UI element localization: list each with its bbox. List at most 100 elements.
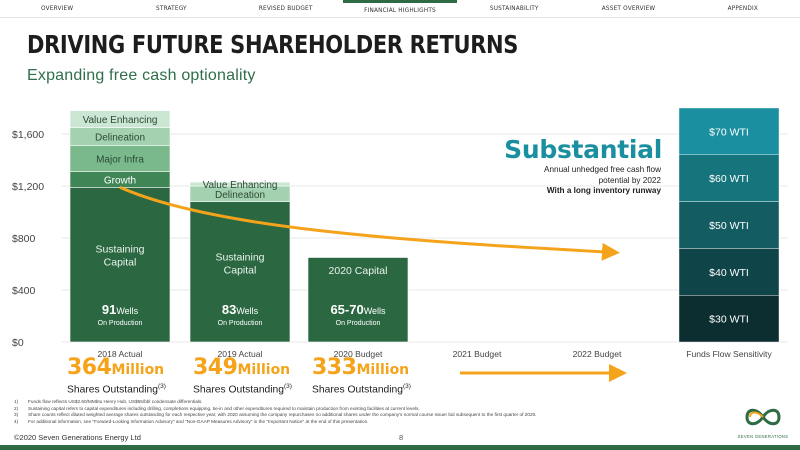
sensitivity-segment bbox=[678, 107, 780, 155]
footnote-text: Funds flow reflects US$2.50/MMbtu Henry … bbox=[28, 399, 203, 404]
wells-number: 91 bbox=[102, 302, 116, 317]
footnote-number: 1) bbox=[14, 399, 19, 404]
callout-line-3: With a long inventory runway bbox=[546, 186, 661, 195]
footnote: 4) For additional information, see "Forwa… bbox=[14, 419, 704, 426]
shares-note: (3) bbox=[403, 383, 411, 390]
sensitivity-label: $60 WTI bbox=[709, 173, 749, 185]
wells-unit: Wells bbox=[116, 306, 138, 316]
callout-description: Annual unhedged free cash flow potential… bbox=[491, 165, 661, 197]
wells-count: 83Wells bbox=[222, 302, 259, 317]
wells-unit: Wells bbox=[236, 306, 258, 316]
segment-label: Delineation bbox=[215, 190, 265, 201]
shares-label: Shares Outstanding(3) bbox=[67, 383, 166, 395]
tab-strategy[interactable]: STRATEGY bbox=[156, 4, 187, 12]
wells-number: 83 bbox=[222, 302, 236, 317]
shares-note: (3) bbox=[158, 383, 166, 390]
tab-revised-budget[interactable]: REVISED BUDGET bbox=[258, 4, 313, 12]
sensitivity-label: $50 WTI bbox=[709, 220, 749, 232]
wells-count: 91Wells bbox=[102, 302, 139, 317]
infinity-logo-icon bbox=[745, 408, 781, 426]
shares-note: (3) bbox=[284, 383, 292, 390]
sensitivity-segment bbox=[678, 295, 780, 343]
y-tick-label: $1,600 bbox=[12, 129, 44, 141]
x-tick-label: 2019 Actual bbox=[218, 349, 263, 359]
sensitivity-label: $30 WTI bbox=[709, 314, 749, 326]
y-tick-label: $400 bbox=[12, 285, 36, 297]
shares-label-text: Shares Outstanding bbox=[67, 384, 159, 396]
logo-text: SEVEN GENERATIONS bbox=[737, 434, 789, 439]
footer-bar bbox=[0, 445, 800, 450]
company-logo: SEVEN GENERATIONS bbox=[733, 406, 793, 442]
footnotes: 1) Funds flow reflects US$2.50/MMbtu Henr… bbox=[14, 399, 704, 425]
x-tick-label: Funds Flow Sensitivity bbox=[686, 349, 772, 359]
wells-number: 65-70 bbox=[330, 302, 363, 317]
tab-appendix[interactable]: APPENDIX bbox=[727, 4, 759, 12]
copyright: ©2020 Seven Generations Energy Ltd bbox=[14, 433, 141, 442]
segment-label: Delineation bbox=[95, 133, 145, 144]
bar-segment bbox=[307, 257, 409, 343]
wells-sub-label: On Production bbox=[336, 320, 381, 327]
segment-label: Value Enhancing bbox=[83, 115, 158, 126]
segment-label: Capital bbox=[224, 265, 257, 277]
shares-label: Shares Outstanding(3) bbox=[193, 383, 292, 395]
shares-value: 364 bbox=[67, 355, 112, 380]
segment-label: 2020 Capital bbox=[329, 265, 388, 277]
segment-label: Growth bbox=[104, 176, 136, 187]
shares-2018: 364Million Shares Outstanding(3) bbox=[67, 355, 166, 395]
footnote: 1) Funds flow reflects US$2.50/MMbtu Henr… bbox=[14, 399, 704, 406]
segment-label: Major Infra bbox=[96, 155, 144, 166]
bar-segment bbox=[69, 110, 171, 128]
footnote-number: 4) bbox=[14, 418, 19, 424]
page-title: DRIVING FUTURE SHAREHOLDER RETURNS bbox=[27, 30, 519, 59]
shares-value: 333 bbox=[312, 355, 357, 380]
shares-unit: Million bbox=[237, 362, 291, 378]
tab-overview[interactable]: OVERVIEW bbox=[41, 4, 74, 12]
footnote-number: 2) bbox=[14, 405, 19, 411]
wells-sub-label: On Production bbox=[218, 320, 263, 327]
footnote: 3) Share counts reflect diluted weighted … bbox=[14, 412, 704, 419]
x-tick-label: 2021 Budget bbox=[453, 349, 502, 359]
segment-label: Value Enhancing bbox=[203, 180, 278, 191]
segment-label: Sustaining bbox=[95, 243, 144, 255]
footnote-text: Sustaining capital refers to capital exp… bbox=[28, 405, 420, 411]
footnote: 2) Sustaining capital refers to capital e… bbox=[14, 406, 704, 413]
shares-label-text: Shares Outstanding bbox=[312, 384, 404, 396]
shares-2019: 349Million Shares Outstanding(3) bbox=[193, 355, 292, 395]
tab-asset-overview[interactable]: ASSET OVERVIEW bbox=[601, 4, 656, 12]
shares-value: 349 bbox=[193, 355, 238, 380]
x-tick-label: 2022 Budget bbox=[573, 349, 622, 359]
capital-chart: $0 $400 $800 $1,200 $1,600 2018 Actual 2019 Ac… bbox=[12, 107, 788, 382]
bar-segment bbox=[189, 181, 291, 187]
footnote-text: Share counts reflect diluted weighted av… bbox=[28, 412, 537, 418]
callout-line-2: potential by 2022 bbox=[598, 175, 661, 185]
wells-sub-label: On Production bbox=[98, 320, 143, 327]
sensitivity-label: $40 WTI bbox=[709, 267, 749, 279]
sensitivity-segment bbox=[678, 154, 780, 202]
sensitivity-segment bbox=[678, 248, 780, 296]
page-number: 8 bbox=[399, 433, 404, 442]
callout-headline: Substantial bbox=[504, 135, 662, 164]
bar-segment bbox=[69, 145, 171, 172]
segment-label: Sustaining bbox=[215, 252, 264, 264]
shares-2020: 333Million Shares Outstanding(3) bbox=[312, 355, 411, 395]
shares-unit: Million bbox=[111, 362, 165, 378]
footnote-text: For additional information, see "Forward… bbox=[28, 418, 369, 424]
trend-arrow bbox=[119, 185, 620, 261]
y-tick-label: $0 bbox=[12, 337, 24, 349]
tab-sustainability[interactable]: SUSTAINABILITY bbox=[489, 4, 539, 12]
top-navigation: OVERVIEW STRATEGY REVISED BUDGET FINANCIAL … bbox=[0, 0, 800, 22]
x-tick-label: 2020 Budget bbox=[334, 349, 383, 359]
wells-unit: Wells bbox=[364, 306, 386, 316]
tab-financial-highlights[interactable]: FINANCIAL HIGHLIGHTS bbox=[342, 0, 458, 22]
nav-divider bbox=[0, 17, 800, 18]
page-subtitle: Expanding free cash optionality bbox=[27, 67, 256, 84]
shares-label-text: Shares Outstanding bbox=[193, 384, 285, 396]
callout-line-1: Annual unhedged free cash flow bbox=[544, 165, 661, 174]
y-tick-label: $1,200 bbox=[12, 181, 44, 193]
segment-label: Capital bbox=[104, 256, 137, 268]
footnote-number: 3) bbox=[14, 412, 19, 418]
x-tick-label: 2018 Actual bbox=[98, 349, 143, 359]
y-tick-label: $800 bbox=[12, 233, 36, 245]
bar-segment bbox=[69, 187, 171, 343]
shares-unit: Million bbox=[356, 362, 410, 378]
